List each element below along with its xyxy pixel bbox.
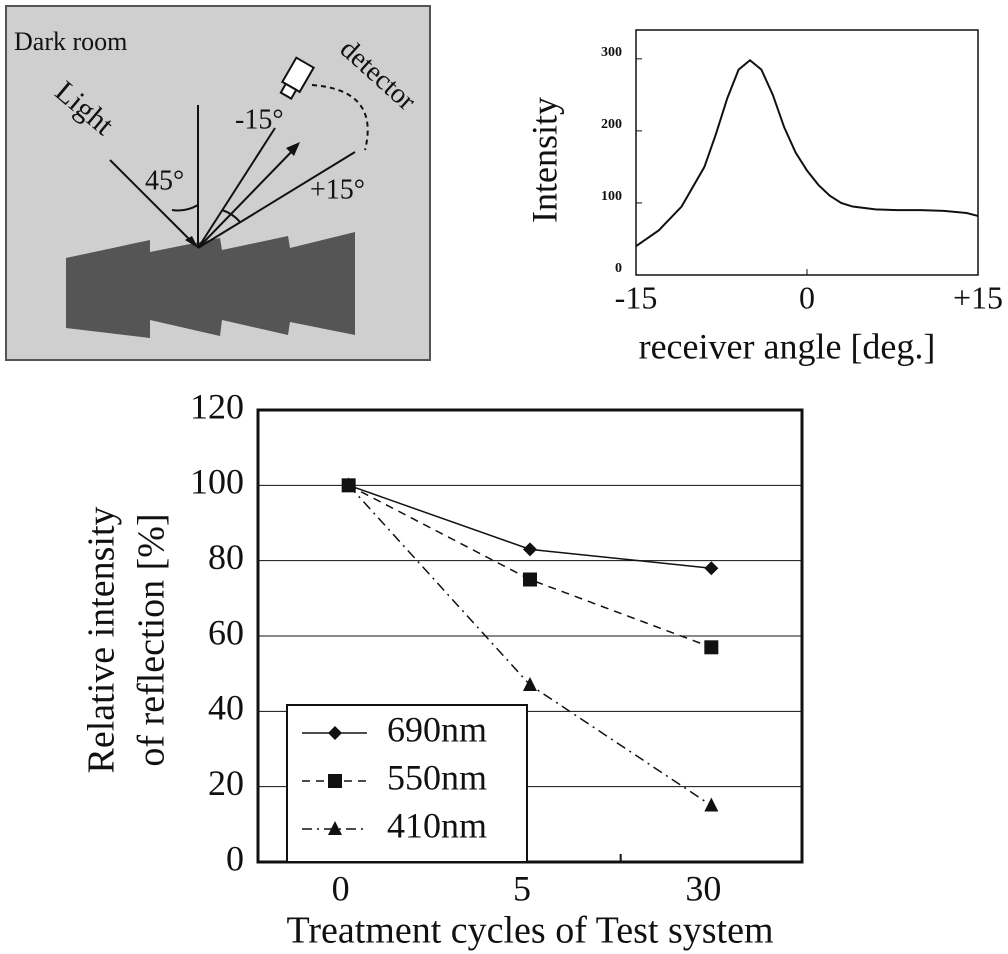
- y-axis-label: of reflection [%]: [131, 513, 173, 766]
- ray-plus15: [197, 151, 356, 249]
- x-tick-label: -15: [615, 279, 658, 315]
- y-tick-label: 0: [615, 261, 622, 276]
- light-ray: [109, 159, 196, 246]
- x-axis-label: Treatment cycles of Test system: [286, 910, 773, 952]
- diagram-label: -15°: [235, 104, 284, 135]
- sample: [66, 232, 355, 338]
- x-tick-label: 0: [332, 868, 350, 908]
- legend-marker: [328, 821, 342, 835]
- diagram-label: Dark room: [14, 27, 127, 56]
- plot-frame: [635, 29, 979, 276]
- plot-frame: [256, 408, 804, 864]
- diagram: Dark room Light 45° -15° detector +15°: [5, 5, 431, 361]
- marker: [704, 797, 719, 812]
- y-tick-label: 200: [601, 117, 622, 132]
- y-tick-label: 300: [601, 45, 622, 60]
- detector-icon: [279, 56, 316, 100]
- ray-specular: [197, 144, 299, 249]
- y-tick-label: 40: [208, 688, 244, 728]
- y-tick-label: 80: [208, 537, 244, 577]
- y-axis-label: Relative intensity: [81, 506, 123, 773]
- arrowhead: [286, 142, 300, 156]
- x-tick-label: 0: [799, 279, 815, 315]
- ray-minus15: [197, 127, 276, 249]
- x-tick-label: 30: [685, 868, 721, 908]
- y-axis-label: Intensity: [524, 97, 564, 223]
- legend-label: 550nm: [387, 757, 487, 797]
- y-tick-label: 0: [226, 838, 244, 878]
- data-line: [635, 58, 979, 247]
- legend-label: 410nm: [387, 805, 487, 845]
- arrowhead: [185, 236, 198, 248]
- diagram-label: 45°: [145, 165, 184, 196]
- y-tick-label: 100: [601, 189, 622, 204]
- data-line: [348, 484, 712, 649]
- y-tick-label: 60: [208, 612, 244, 652]
- diagram-label: +15°: [310, 174, 365, 205]
- y-tick-label: 120: [190, 386, 244, 426]
- marker: [341, 477, 356, 492]
- x-axis-label: receiver angle [deg.]: [639, 326, 936, 366]
- legend-label: 690nm: [387, 709, 487, 749]
- detector-path: [311, 84, 369, 151]
- x-tick-label: 5: [513, 868, 531, 908]
- y-tick-label: 20: [208, 763, 244, 803]
- marker: [704, 640, 719, 655]
- legend-marker: [328, 774, 342, 788]
- y-tick-label: 100: [190, 462, 244, 502]
- marker: [523, 676, 537, 691]
- legend-box: [286, 704, 528, 863]
- angle-arc: [221, 209, 241, 223]
- legend-marker: [328, 726, 342, 740]
- x-tick-label: +15: [953, 279, 1003, 315]
- marker: [523, 542, 537, 557]
- marker: [523, 572, 537, 587]
- marker: [704, 561, 719, 576]
- angle-arc: [171, 204, 199, 212]
